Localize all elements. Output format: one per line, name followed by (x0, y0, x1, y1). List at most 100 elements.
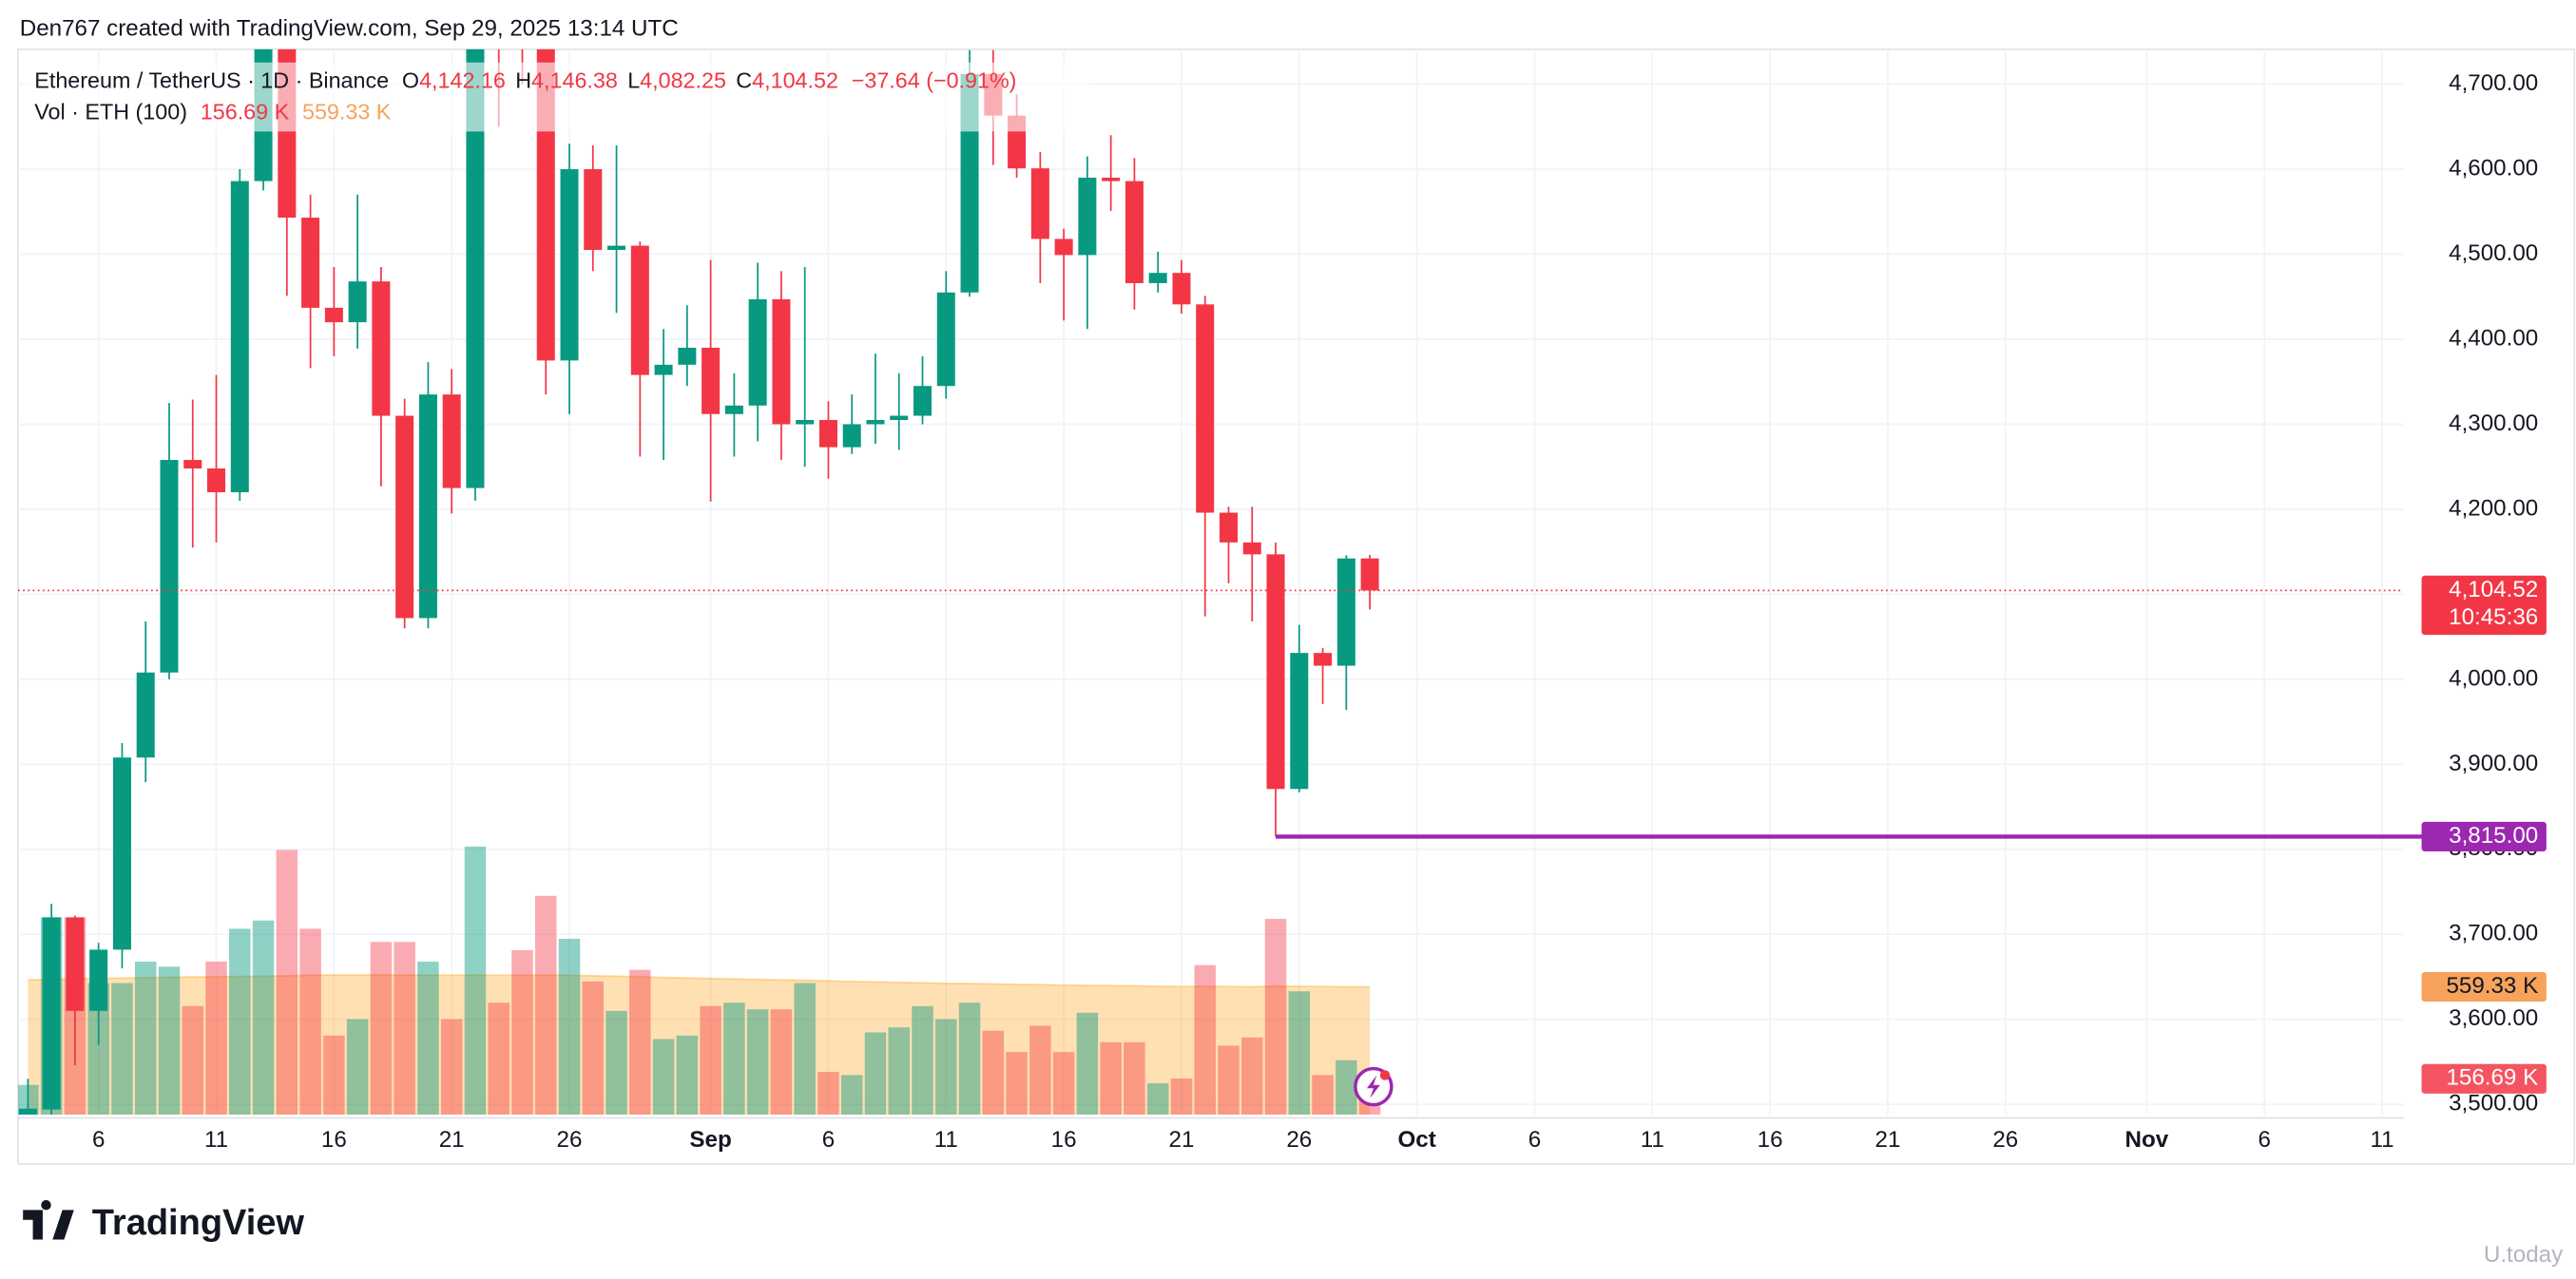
candle-body (1242, 542, 1261, 555)
volume-ma-line (28, 974, 1371, 988)
volume-bar (182, 1005, 203, 1115)
volume-bar (700, 1005, 721, 1115)
volume-ma-badge (2421, 972, 2547, 1002)
volume-badge-label: 156.69 K (2446, 1065, 2538, 1091)
volume-bar (1312, 1075, 1334, 1115)
candle-body (796, 420, 815, 425)
volume-bar (582, 981, 605, 1115)
icon-bolt (1366, 1075, 1380, 1098)
candle-body (1314, 653, 1333, 666)
candle-body (442, 394, 461, 488)
candle-body (560, 169, 579, 361)
level-badge (2421, 821, 2547, 851)
volume-badge (2421, 1063, 2547, 1094)
volume-bar (676, 1035, 699, 1115)
volume-bar (464, 846, 487, 1115)
volume-bar (394, 942, 415, 1115)
candle-body (702, 347, 721, 414)
volume-pane (18, 846, 1381, 1115)
lightning-icon (1354, 1066, 1394, 1107)
volume-bar (1006, 1052, 1028, 1115)
volume-bar (1218, 1045, 1240, 1115)
x-tick-label: 21 (439, 1127, 465, 1153)
candle-body (772, 298, 791, 425)
y-tick-label: 3,900.00 (2449, 751, 2538, 776)
volume-bar (87, 983, 109, 1115)
volume-bar (1124, 1041, 1145, 1115)
candle-body (66, 917, 85, 1011)
x-tick-label: 6 (92, 1127, 105, 1153)
volume-bar (1194, 964, 1216, 1115)
candle-body (890, 415, 909, 421)
countdown-label: 10:45:36 (2449, 604, 2538, 630)
x-tick-label: 11 (2371, 1127, 2394, 1153)
logo-text: TradingView (92, 1203, 305, 1243)
candle-body (936, 292, 955, 387)
candle-body (724, 405, 743, 414)
logo-mark (23, 1199, 74, 1240)
candle-body (866, 420, 885, 425)
volume-bar (535, 895, 557, 1115)
volume-bar (158, 966, 181, 1115)
y-tick-label: 4,400.00 (2449, 325, 2538, 351)
y-tick-label: 4,200.00 (2449, 495, 2538, 521)
candle-body (607, 245, 626, 251)
candle-body (913, 386, 932, 416)
volume-bar (558, 938, 581, 1115)
candle-body (466, 48, 485, 488)
volume-legend: Vol · ETH (100) (34, 100, 187, 124)
volume-bar (935, 1019, 957, 1115)
y-tick-label: 3,600.00 (2449, 1005, 2538, 1031)
volume-bar (323, 1035, 345, 1115)
candles (18, 0, 1379, 1115)
legend-line: Ethereum / TetherUS · 1D · Binance O4,142… (34, 68, 1016, 93)
volume-bar (817, 1072, 839, 1115)
candle-body (42, 917, 61, 1110)
volume-bar (723, 1002, 745, 1115)
candle-body (818, 420, 837, 448)
candle-body (1266, 554, 1285, 790)
candle-body (1336, 558, 1355, 666)
x-tick-label: 6 (1528, 1127, 1541, 1153)
x-tick-label: Oct (1397, 1127, 1435, 1153)
candle-body (301, 218, 320, 308)
volume-bar (346, 1019, 369, 1115)
volume-bar (1288, 991, 1311, 1115)
volume-bar (840, 1075, 863, 1115)
x-tick-label: 6 (2259, 1127, 2271, 1153)
volume-bar (794, 983, 816, 1115)
volume-legend-line: Vol · ETH (100) 156.69 K 559.33 K (34, 100, 391, 124)
legend-key: O (402, 68, 419, 93)
volume-bar (746, 1009, 769, 1115)
y-tick-label: 4,600.00 (2449, 155, 2538, 181)
candle-body (324, 307, 343, 323)
candle-body (490, 0, 508, 16)
icon-dot (1379, 1070, 1391, 1080)
legend-symbol: Ethereum / TetherUS · 1D · Binance (34, 68, 389, 93)
header: Den767 created with TradingView.com, Sep… (20, 16, 679, 42)
candle-body (136, 672, 155, 758)
candle-body (1219, 512, 1238, 543)
legend-key: C (736, 68, 752, 93)
candle-body (1078, 178, 1097, 256)
volume-bar (134, 961, 157, 1115)
volume-bar (864, 1032, 887, 1115)
y-tick-label: 4,000.00 (2449, 665, 2538, 691)
candle-body (230, 181, 249, 493)
volume-bar (1241, 1037, 1263, 1115)
candle-body (678, 347, 697, 365)
candle-body (207, 468, 226, 493)
volume-bar (276, 849, 298, 1115)
candle-body (842, 424, 861, 448)
x-tick-label: 26 (557, 1127, 583, 1153)
candle-body (1125, 181, 1144, 283)
legend-backdrop (23, 62, 1091, 132)
last-price-label: 4,104.52 (2449, 577, 2538, 602)
x-tick-label: 6 (822, 1127, 835, 1153)
y-tick-label: 3,500.00 (2449, 1091, 2538, 1117)
x-tick-label: 11 (934, 1127, 958, 1153)
candle-body (372, 281, 391, 416)
volume-bar (982, 1030, 1005, 1115)
